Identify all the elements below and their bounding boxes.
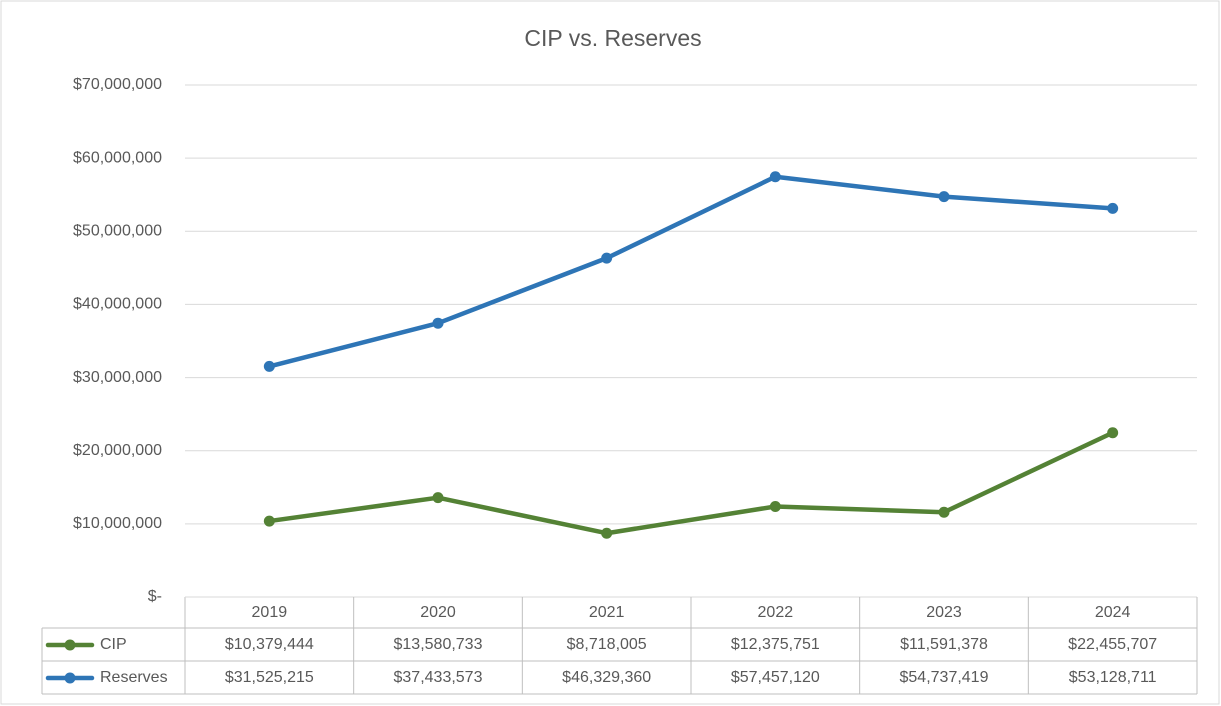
table-value: $13,580,733: [394, 636, 483, 653]
y-tick-label: $30,000,000: [73, 369, 162, 386]
point-marker: [263, 360, 275, 372]
data-table-lines: [41, 597, 1197, 695]
point-marker: [769, 171, 781, 183]
table-value: $12,375,751: [731, 636, 820, 653]
y-tick-label: $50,000,000: [73, 223, 162, 240]
x-tick-label: 2024: [1095, 604, 1131, 621]
y-tick-label: $60,000,000: [73, 149, 162, 166]
table-value: $8,718,005: [567, 636, 647, 653]
table-value: $22,455,707: [1068, 636, 1157, 653]
legend-key-marker: [64, 672, 76, 684]
series-line: [267, 430, 1115, 536]
y-tick-label: $70,000,000: [73, 76, 162, 93]
table-value: $37,433,573: [394, 669, 483, 686]
point-marker: [1107, 202, 1119, 214]
point-marker: [938, 191, 950, 203]
x-tick-label: 2023: [926, 604, 962, 621]
table-value: $57,457,120: [731, 669, 820, 686]
point-marker: [601, 252, 613, 264]
x-tick-label: 2019: [252, 604, 288, 621]
point-marker: [1107, 427, 1119, 439]
legend-key-marker: [64, 639, 76, 651]
y-tick-label: $-: [148, 588, 162, 605]
point-marker: [769, 500, 781, 512]
point-marker: [938, 506, 950, 518]
point-marker: [432, 492, 444, 504]
point-marker: [601, 527, 613, 539]
point-marker: [432, 317, 444, 329]
y-tick-label: $10,000,000: [73, 515, 162, 532]
x-tick-label: 2022: [758, 604, 794, 621]
chart-title: CIP vs. Reserves: [524, 25, 701, 51]
x-tick-label: 2021: [589, 604, 625, 621]
table-value: $10,379,444: [225, 636, 314, 653]
table-value: $53,128,711: [1069, 669, 1157, 686]
table-value: $11,591,378: [900, 636, 988, 653]
point-marker: [263, 515, 275, 527]
table-value: $31,525,215: [225, 669, 314, 686]
y-tick-label: $40,000,000: [73, 296, 162, 313]
series-line: [267, 174, 1115, 369]
legend-label: Reserves: [100, 669, 168, 686]
table-value: $46,329,360: [562, 669, 651, 686]
x-tick-label: 2020: [420, 604, 456, 621]
table-value: $54,737,419: [900, 669, 989, 686]
y-tick-label: $20,000,000: [73, 442, 162, 459]
legend-label: CIP: [100, 636, 127, 653]
